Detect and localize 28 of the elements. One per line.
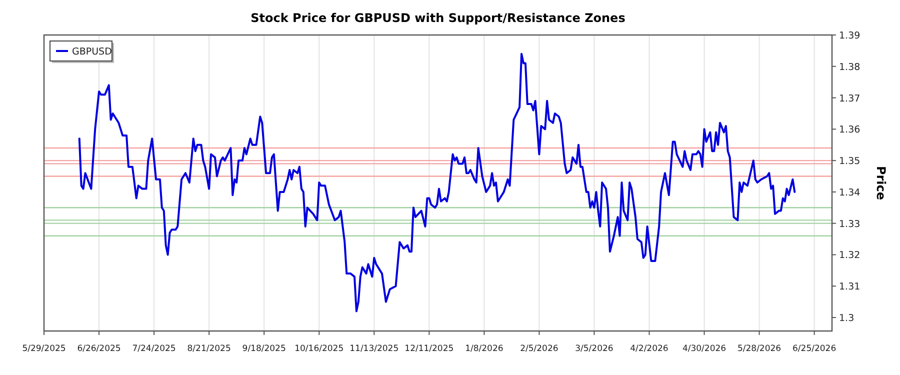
x-tick-label: 5/29/2025: [22, 344, 66, 354]
x-tick-label: 8/21/2025: [187, 344, 231, 354]
x-tick-label: 9/18/2025: [242, 344, 286, 354]
y-tick-label: 1.3: [839, 313, 854, 324]
y-tick-label: 1.38: [839, 62, 860, 73]
x-tick-label: 1/8/2026: [465, 344, 504, 354]
y-tick-label: 1.39: [839, 30, 860, 42]
chart-title: Stock Price for GBPUSD with Support/Resistance Zones: [250, 11, 626, 25]
y-tick-label: 1.37: [839, 93, 860, 104]
x-tick-label: 2/5/2026: [520, 344, 558, 354]
x-tick-label: 4/30/2026: [682, 344, 726, 354]
y-tick-label: 1.36: [839, 124, 860, 136]
x-tick-label: 11/13/2025: [350, 344, 399, 354]
x-tick-label: 6/26/2025: [77, 344, 121, 354]
x-tick-label: 10/16/2025: [294, 344, 344, 354]
x-tick-label: 5/28/2026: [737, 344, 782, 354]
y-tick-label: 1.34: [839, 187, 860, 198]
x-tick-label: 3/5/2026: [575, 344, 614, 354]
x-tick-label: 6/25/2026: [792, 344, 836, 354]
x-tick-label: 12/11/2025: [404, 344, 454, 354]
legend-label: GBPUSD: [72, 46, 112, 58]
x-tick-label: 7/24/2025: [132, 344, 176, 354]
y-tick-label: 1.33: [839, 218, 860, 230]
y-tick-label: 1.32: [839, 250, 860, 262]
y-tick-label: 1.35: [839, 156, 860, 168]
y-tick-label: 1.31: [839, 282, 860, 293]
y-axis-title: Price: [874, 166, 888, 200]
x-tick-label: 4/2/2026: [630, 344, 668, 354]
